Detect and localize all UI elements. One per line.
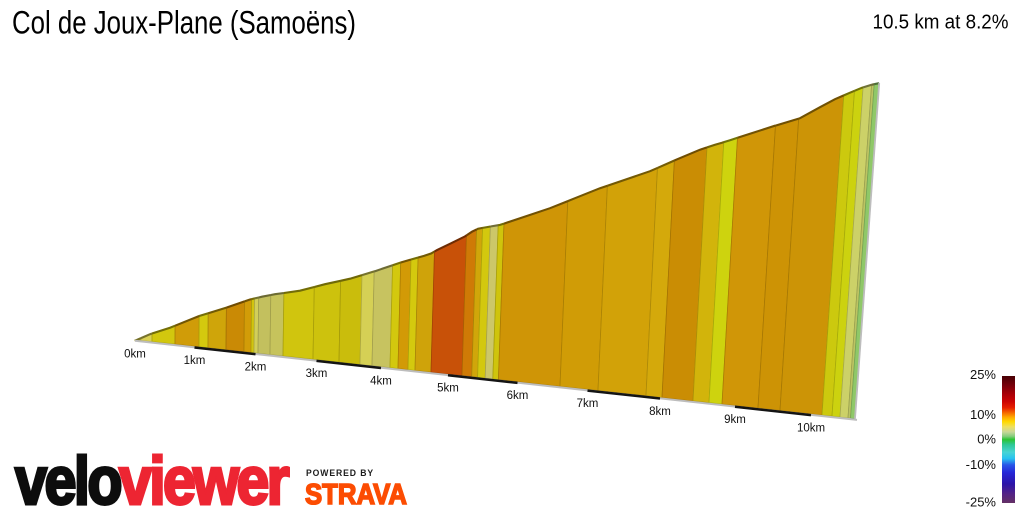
svg-text:6km: 6km [507, 390, 529, 402]
svg-text:viewer: viewer [119, 443, 289, 512]
svg-text:-10%: -10% [966, 457, 997, 472]
svg-text:2km: 2km [245, 362, 267, 374]
svg-text:5km: 5km [437, 383, 459, 395]
svg-text:8km: 8km [649, 406, 671, 418]
svg-text:STRAVA: STRAVA [305, 479, 407, 511]
svg-text:10%: 10% [970, 407, 996, 422]
svg-text:7km: 7km [577, 398, 599, 410]
svg-text:10.5 km at 8.2%: 10.5 km at 8.2% [873, 10, 1009, 33]
svg-text:1km: 1km [184, 355, 206, 367]
svg-text:POWERED BY: POWERED BY [306, 468, 374, 479]
svg-text:3km: 3km [306, 368, 328, 380]
svg-text:25%: 25% [970, 367, 996, 382]
svg-text:0%: 0% [977, 431, 996, 446]
svg-text:0km: 0km [124, 348, 146, 360]
svg-text:-25%: -25% [966, 494, 997, 509]
svg-text:Col de Joux-Plane (Samoëns): Col de Joux-Plane (Samoëns) [12, 5, 356, 41]
svg-text:9km: 9km [724, 414, 746, 426]
svg-text:4km: 4km [370, 375, 392, 387]
svg-text:velo: velo [15, 443, 120, 512]
svg-text:10km: 10km [797, 422, 825, 434]
